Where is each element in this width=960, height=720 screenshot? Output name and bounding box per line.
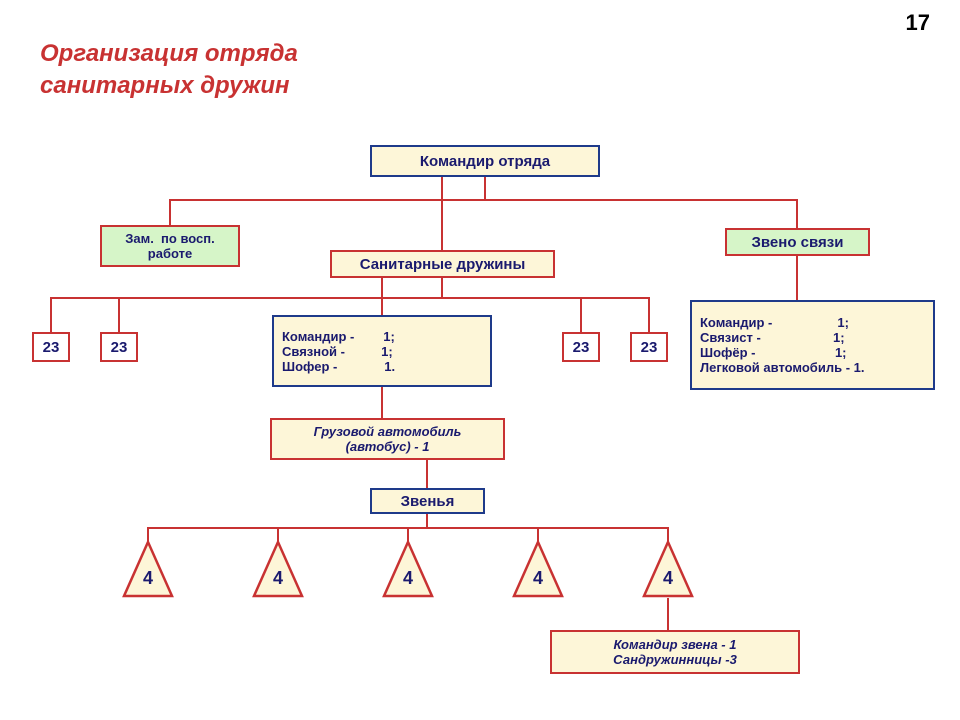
node-zvenya: Звенья xyxy=(370,488,485,514)
node-sanitary: Санитарные дружины xyxy=(330,250,555,278)
triangle-label-4: 4 xyxy=(642,568,694,589)
node-truck: Грузовой автомобиль(автобус) - 1 xyxy=(270,418,505,460)
node-squad_leader: Командир звена - 1Сандружинницы -3 xyxy=(550,630,800,674)
triangle-unit-0: 4 xyxy=(122,540,174,598)
node-detail_center: Командир - 1;Связной - 1;Шофер - 1. xyxy=(272,315,492,387)
node-detail_right: Командир - 1;Связист - 1;Шофёр - 1;Легко… xyxy=(690,300,935,390)
page-title: Организация отряда санитарных дружин xyxy=(40,38,298,103)
node-deputy: Зам. по восп.работе xyxy=(100,225,240,267)
triangle-unit-2: 4 xyxy=(382,540,434,598)
triangle-unit-3: 4 xyxy=(512,540,564,598)
triangle-label-0: 4 xyxy=(122,568,174,589)
node-comm_unit: Звено связи xyxy=(725,228,870,256)
page-number: 17 xyxy=(906,10,930,36)
node-unit23-0: 23 xyxy=(32,332,70,362)
triangle-unit-1: 4 xyxy=(252,540,304,598)
node-unit23-2: 23 xyxy=(562,332,600,362)
node-commander: Командир отряда xyxy=(370,145,600,177)
title-line-1: Организация отряда xyxy=(40,40,298,67)
triangle-label-2: 4 xyxy=(382,568,434,589)
triangle-unit-4: 4 xyxy=(642,540,694,598)
triangle-label-3: 4 xyxy=(512,568,564,589)
title-line-2: санитарных дружин xyxy=(40,72,290,99)
node-unit23-1: 23 xyxy=(100,332,138,362)
triangle-label-1: 4 xyxy=(252,568,304,589)
node-unit23-3: 23 xyxy=(630,332,668,362)
